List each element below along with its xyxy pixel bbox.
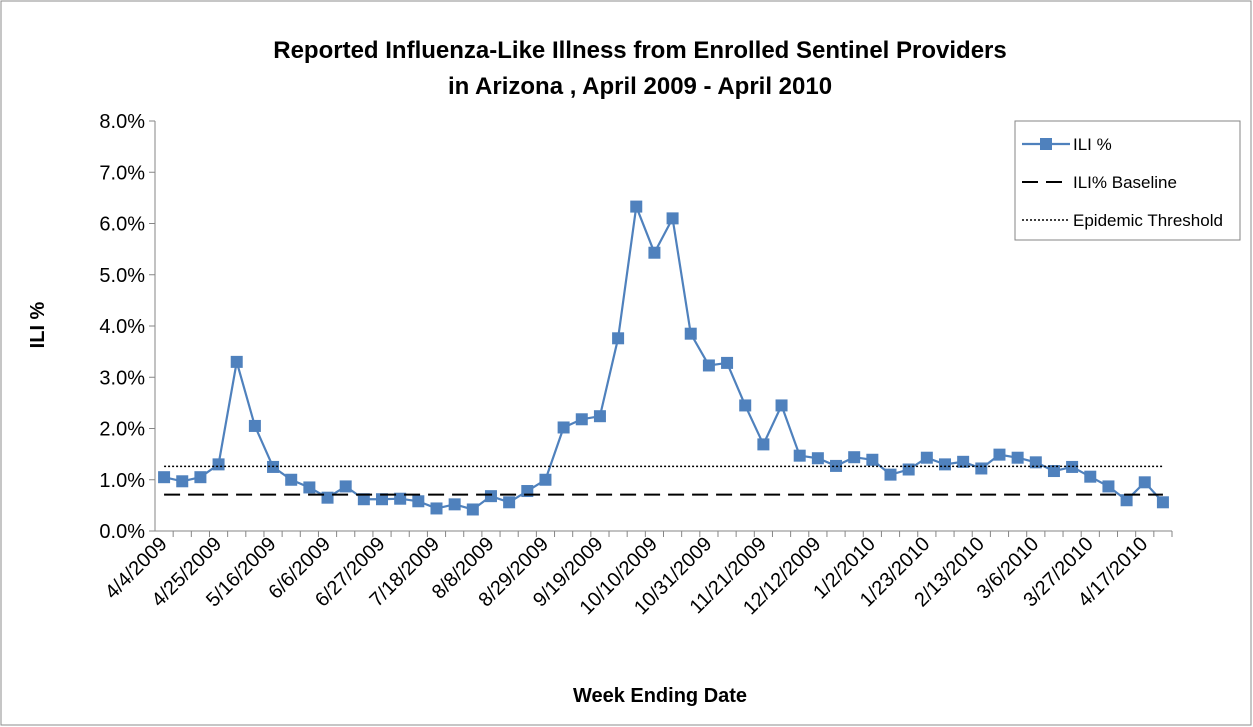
legend-label: ILI %	[1073, 135, 1112, 154]
data-point	[975, 462, 988, 475]
data-point	[539, 473, 552, 486]
data-point	[993, 448, 1006, 461]
y-tick-label: 0.0%	[99, 521, 145, 543]
data-point	[757, 438, 770, 451]
y-tick-label: 8.0%	[99, 111, 145, 133]
data-point	[1156, 496, 1169, 509]
data-point	[1011, 451, 1024, 464]
data-point	[212, 458, 225, 471]
legend-label: Epidemic Threshold	[1073, 211, 1223, 230]
data-point	[194, 471, 207, 484]
data-point	[902, 463, 915, 476]
data-point	[1047, 465, 1060, 478]
data-point	[1102, 480, 1115, 493]
data-point	[866, 453, 879, 466]
data-point	[648, 246, 661, 259]
y-tick-label: 3.0%	[99, 367, 145, 389]
data-point	[721, 356, 734, 369]
data-point	[630, 200, 643, 213]
data-point	[303, 481, 316, 494]
data-point	[158, 471, 171, 484]
data-point	[357, 493, 370, 506]
y-tick-label: 5.0%	[99, 265, 145, 287]
data-point	[848, 451, 861, 464]
data-point	[321, 491, 334, 504]
y-tick-label: 2.0%	[99, 419, 145, 441]
y-tick-label: 4.0%	[99, 316, 145, 338]
data-point	[666, 212, 679, 225]
legend-marker	[1040, 138, 1052, 150]
data-point	[503, 496, 516, 509]
data-point	[593, 410, 606, 423]
data-point	[412, 495, 425, 508]
data-point	[739, 399, 752, 412]
data-point	[484, 490, 497, 503]
data-point	[248, 419, 261, 432]
data-point	[376, 493, 389, 506]
x-axis-label: Week Ending Date	[573, 685, 747, 707]
data-point	[557, 421, 570, 434]
data-point	[394, 492, 407, 505]
data-point	[448, 498, 461, 511]
data-point	[1120, 494, 1133, 507]
data-point	[684, 327, 697, 340]
data-point	[793, 449, 806, 462]
y-tick-label: 1.0%	[99, 470, 145, 492]
y-tick-label: 7.0%	[99, 162, 145, 184]
data-point	[339, 480, 352, 493]
data-point	[1084, 470, 1097, 483]
data-point	[938, 458, 951, 471]
data-point	[957, 455, 970, 468]
data-point	[775, 399, 788, 412]
data-point	[176, 475, 189, 488]
chart-subtitle: in Arizona , April 2009 - April 2010	[448, 73, 832, 100]
y-axis-label: ILI %	[27, 301, 49, 348]
data-point	[575, 413, 588, 426]
y-tick-label: 6.0%	[99, 214, 145, 236]
data-point	[811, 452, 824, 465]
data-point	[1138, 476, 1151, 489]
chart-title: Reported Influenza-Like Illness from Enr…	[273, 37, 1007, 64]
data-point	[920, 451, 933, 464]
data-point	[430, 502, 443, 515]
legend-box	[1014, 120, 1241, 241]
data-point	[612, 332, 625, 345]
legend-label: ILI% Baseline	[1073, 173, 1177, 192]
data-point	[1029, 456, 1042, 469]
data-point	[702, 359, 715, 372]
data-point	[230, 355, 243, 368]
data-point	[884, 468, 897, 481]
data-point	[466, 503, 479, 516]
data-point	[830, 459, 843, 472]
data-point	[285, 473, 298, 486]
